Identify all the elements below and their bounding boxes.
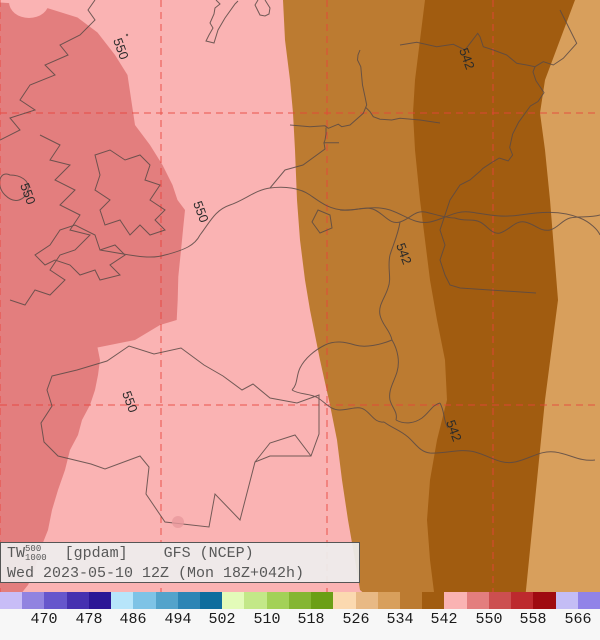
svg-text:550: 550	[190, 199, 212, 225]
svg-text:550: 550	[119, 389, 141, 415]
